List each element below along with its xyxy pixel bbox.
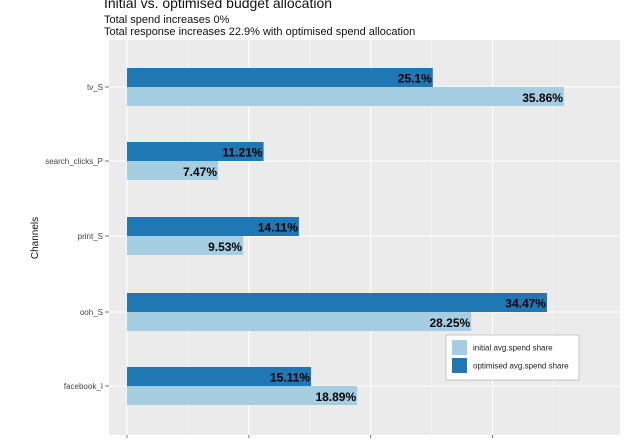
y-tick-label-print: print_S [78, 232, 103, 241]
data-label-optimised-facebook: 15.11% [270, 371, 310, 385]
bar-initial-print [127, 236, 244, 255]
bar-initial-ooh [127, 312, 472, 331]
legend-label-optimised: optimised avg.spend share [473, 362, 569, 371]
y-tick-label-search-clicks: search_clicks_P [45, 157, 103, 166]
bar-initial-facebook [127, 386, 358, 405]
legend-label-initial: initial avg.spend share [473, 344, 553, 353]
bar-optimised-facebook [127, 367, 312, 386]
chart-title: Initial vs. optimised budget allocation [104, 0, 333, 11]
data-label-optimised-print: 14.11% [258, 221, 298, 235]
y-tick-label-tv: tv_S [87, 83, 103, 92]
bar-optimised-tv [127, 68, 433, 87]
data-label-initial-print: 9.53% [208, 240, 242, 254]
data-label-optimised-ooh: 34.47% [505, 297, 546, 311]
data-label-initial-facebook: 18.89% [315, 390, 356, 404]
legend-key-initial [452, 340, 467, 355]
data-label-initial-search-clicks: 7.47% [183, 165, 217, 179]
data-label-initial-tv: 35.86% [522, 91, 563, 105]
bar-initial-search-clicks [127, 161, 219, 180]
bar-initial-tv [127, 87, 564, 106]
y-tick-label-facebook: facebook_I [64, 382, 103, 391]
y-axis-title: Channels [30, 217, 41, 259]
data-label-optimised-search-clicks: 11.21% [223, 146, 263, 160]
bar-optimised-search-clicks [127, 142, 264, 161]
legend-key-optimised [452, 358, 467, 373]
data-label-optimised-tv: 25.1% [398, 72, 432, 86]
bar-optimised-ooh [127, 293, 547, 312]
y-tick-label-ooh: ooh_S [80, 308, 103, 317]
legend-box [445, 334, 580, 381]
chart-subtitle-spend: Total spend increases 0% [104, 14, 230, 26]
data-label-initial-ooh: 28.25% [430, 316, 471, 330]
bar-optimised-print [127, 217, 299, 236]
chart-subtitle-response: Total response increases 22.9% with opti… [104, 26, 416, 38]
